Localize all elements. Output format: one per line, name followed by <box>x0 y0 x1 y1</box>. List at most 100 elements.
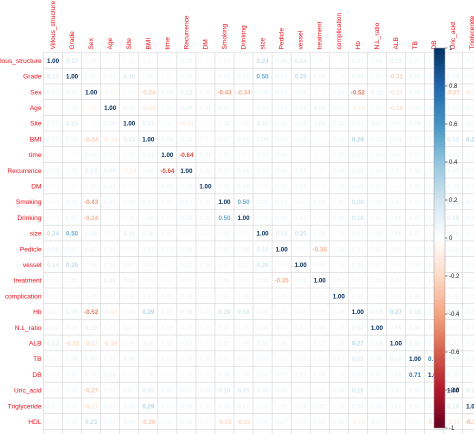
cell-value: -0.35 <box>275 278 290 285</box>
cell-value: 0.05 <box>466 372 474 379</box>
cell-value: -0.10 <box>122 168 137 175</box>
cell-value: 0.08 <box>218 372 231 379</box>
cell-value: 0.05 <box>85 183 98 190</box>
cell-value: 0.11 <box>123 231 135 238</box>
cell-value: 0.05 <box>142 356 155 363</box>
row-label: complication <box>5 293 42 300</box>
cell-value: 0.03 <box>47 215 60 222</box>
cell-value: 0.05 <box>123 152 136 159</box>
cell-value: 0.05 <box>295 340 308 347</box>
cell-value: 0.07 <box>142 246 155 253</box>
cell-value: 0.05 <box>409 199 422 206</box>
cell-value: 0.04 <box>47 199 60 206</box>
cell-value: 0.04 <box>199 136 212 143</box>
cell-value: 0.06 <box>409 105 422 112</box>
cell-value: 0.02 <box>161 74 174 81</box>
cell-value: 0.06 <box>390 152 403 159</box>
cell-value: 0.20 <box>295 231 308 238</box>
cell-value: 0.15 <box>218 388 231 395</box>
cell-value: 0.06 <box>276 168 289 175</box>
cell-value: 0.06 <box>466 340 474 347</box>
cell-value: 0.06 <box>104 246 117 253</box>
cell-value: 0.13 <box>85 168 98 175</box>
cell-value: 0.04 <box>85 121 98 128</box>
cell-value: 0.08 <box>314 121 327 128</box>
cell-value: 0.08 <box>447 231 460 238</box>
cell-value: -0.64 <box>160 168 175 175</box>
cell-value: 0.15 <box>66 121 79 128</box>
cell-value: 0.10 <box>390 356 403 363</box>
cell-value: 0.07 <box>371 246 384 253</box>
cell-value: 0.18 <box>352 215 365 222</box>
cell-value: -0.24 <box>141 89 156 96</box>
cell-value: 0.15 <box>447 136 460 143</box>
column-label: vessel <box>298 30 305 49</box>
cell-value: 0.05 <box>295 246 308 253</box>
row-label: DM <box>31 183 41 190</box>
cell-value: 0.04 <box>466 74 474 81</box>
cell-value: 0.07 <box>447 168 460 175</box>
cell-value: 0.08 <box>66 356 79 363</box>
cell-value: 0.04 <box>447 58 460 65</box>
cell-value: 0.07 <box>66 246 79 253</box>
cell-value: 0.07 <box>352 231 365 238</box>
cell-value: 1.00 <box>390 340 403 347</box>
cell-value: -0.43 <box>217 89 232 96</box>
cell-value: 0.07 <box>238 262 251 269</box>
cell-value: 0.08 <box>390 325 403 332</box>
cell-value: 0.07 <box>466 278 474 285</box>
cell-value: -0.26 <box>141 419 156 426</box>
cell-value: 0.05 <box>199 246 212 253</box>
cell-value: 0.23 <box>85 419 98 426</box>
cell-value: 0.06 <box>409 168 422 175</box>
cell-value: 0.05 <box>352 246 365 253</box>
cell-value: 0.05 <box>314 309 327 316</box>
cell-value: 0.09 <box>352 74 365 81</box>
cell-value: 0.06 <box>390 403 403 410</box>
cell-value: 0.05 <box>466 183 474 190</box>
cell-value: 0.05 <box>352 278 365 285</box>
cell-value: 0.15 <box>447 215 460 222</box>
cell-value: 0.18 <box>447 309 460 316</box>
cell-value: 0.08 <box>85 231 98 238</box>
cell-value: 0.05 <box>333 231 346 238</box>
cell-value: 0.07 <box>371 121 384 128</box>
cell-value: 0.03 <box>238 58 251 65</box>
cell-value: 0.06 <box>257 325 270 332</box>
cell-value: 0.08 <box>257 388 270 395</box>
cell-value: 0.05 <box>238 231 251 238</box>
cell-value: 0.06 <box>371 58 384 65</box>
cell-value: 0.03 <box>123 183 136 190</box>
legend-tick-label: 0 <box>449 236 453 242</box>
cell-value: 0.05 <box>371 105 384 112</box>
cell-value: 1.00 <box>371 325 384 332</box>
cell-value: 0.06 <box>257 278 270 285</box>
cell-value: 0.06 <box>238 372 251 379</box>
cell-value: 0.07 <box>314 340 327 347</box>
cell-value: 0.07 <box>295 121 308 128</box>
cell-value: 0.06 <box>390 246 403 253</box>
cell-value: 0.06 <box>409 262 422 269</box>
cell-value: 0.06 <box>371 403 384 410</box>
cell-value: 0.08 <box>276 58 289 65</box>
cell-value: 0.09 <box>180 105 193 112</box>
cell-value: 0.07 <box>409 293 422 300</box>
cell-value: 0.11 <box>257 121 269 128</box>
cell-value: 0.06 <box>333 121 346 128</box>
cell-value: 0.09 <box>104 278 117 285</box>
cell-value: 0.05 <box>47 89 60 96</box>
cell-value: 0.06 <box>66 278 79 285</box>
cell-value: 0.07 <box>390 168 403 175</box>
cell-value: -0.17 <box>84 340 99 347</box>
cell-value: 0.06 <box>218 278 231 285</box>
cell-value: 1.00 <box>257 231 270 238</box>
cell-value: 1.00 <box>85 89 98 96</box>
cell-value: 0.04 <box>218 58 231 65</box>
cell-value: -0.35 <box>313 246 328 253</box>
cell-value: 0.20 <box>352 199 365 206</box>
cell-value: 0.06 <box>218 403 231 410</box>
cell-value: 0.05 <box>333 152 346 159</box>
cell-value: 0.06 <box>295 89 308 96</box>
cell-value: 0.05 <box>199 293 212 300</box>
